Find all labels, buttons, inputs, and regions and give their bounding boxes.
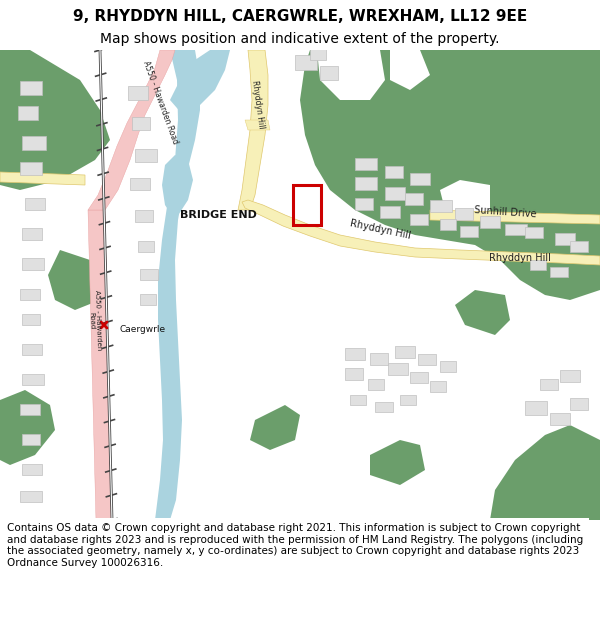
Bar: [385, 187, 405, 200]
Bar: [345, 368, 363, 380]
Bar: [20, 81, 42, 95]
Bar: [22, 344, 42, 355]
Bar: [22, 464, 42, 475]
Polygon shape: [390, 50, 430, 90]
Text: Rhyddyn Hill: Rhyddyn Hill: [349, 219, 412, 241]
Bar: [20, 162, 42, 175]
Bar: [380, 206, 400, 218]
Bar: [550, 267, 568, 277]
Polygon shape: [440, 180, 490, 220]
Polygon shape: [162, 155, 193, 220]
Bar: [375, 402, 393, 412]
Text: Contains OS data © Crown copyright and database right 2021. This information is : Contains OS data © Crown copyright and d…: [7, 523, 583, 568]
Bar: [560, 370, 580, 382]
Text: Rhyddyn Hill: Rhyddyn Hill: [489, 253, 551, 263]
Bar: [388, 363, 408, 375]
Bar: [400, 395, 416, 405]
Text: 9, RHYDDYN HILL, CAERGWRLE, WREXHAM, LL12 9EE: 9, RHYDDYN HILL, CAERGWRLE, WREXHAM, LL1…: [73, 9, 527, 24]
Bar: [370, 353, 388, 365]
Bar: [430, 200, 452, 212]
Bar: [20, 289, 40, 300]
Bar: [525, 227, 543, 238]
Bar: [293, 185, 321, 225]
Bar: [138, 241, 154, 252]
Bar: [440, 361, 456, 372]
Polygon shape: [0, 390, 55, 465]
Bar: [385, 166, 403, 178]
Bar: [355, 158, 377, 170]
Bar: [135, 149, 157, 162]
Bar: [22, 374, 44, 385]
Polygon shape: [242, 200, 600, 265]
Bar: [320, 66, 338, 80]
Bar: [20, 491, 42, 502]
Polygon shape: [48, 250, 105, 310]
Bar: [128, 86, 148, 100]
Polygon shape: [170, 50, 230, 115]
Bar: [550, 413, 570, 425]
Bar: [355, 198, 373, 210]
Polygon shape: [300, 50, 600, 300]
Bar: [22, 136, 46, 150]
Bar: [132, 117, 150, 130]
Bar: [140, 294, 156, 305]
Bar: [430, 381, 446, 392]
Polygon shape: [370, 440, 425, 485]
Polygon shape: [250, 405, 300, 450]
Bar: [22, 258, 44, 270]
Bar: [345, 348, 365, 360]
Bar: [440, 219, 456, 230]
Polygon shape: [0, 50, 110, 190]
Bar: [540, 379, 558, 390]
Text: Map shows position and indicative extent of the property.: Map shows position and indicative extent…: [100, 32, 500, 46]
Polygon shape: [318, 50, 385, 100]
Bar: [555, 233, 575, 245]
Polygon shape: [245, 120, 270, 130]
Bar: [570, 398, 588, 410]
Text: Caergwrle: Caergwrle: [120, 326, 166, 334]
Text: Rhyddyn Hill: Rhyddyn Hill: [250, 80, 266, 130]
Bar: [460, 226, 478, 237]
Bar: [525, 401, 547, 415]
Bar: [20, 404, 40, 415]
Bar: [405, 193, 423, 205]
Text: A550 - Hawarden Road: A550 - Hawarden Road: [141, 59, 179, 145]
Text: BRIDGE END: BRIDGE END: [179, 210, 256, 220]
Text: Sunhill Drive: Sunhill Drive: [473, 205, 536, 219]
Bar: [410, 372, 428, 383]
Bar: [22, 434, 40, 445]
Bar: [310, 48, 326, 60]
Bar: [140, 269, 158, 280]
Bar: [130, 178, 150, 190]
Polygon shape: [430, 210, 600, 224]
Text: A550 - Hawarden
Road: A550 - Hawarden Road: [88, 289, 103, 351]
Bar: [135, 210, 153, 222]
Polygon shape: [88, 50, 175, 210]
Bar: [22, 314, 40, 325]
Bar: [18, 106, 38, 120]
Bar: [570, 241, 588, 252]
Polygon shape: [455, 290, 510, 335]
Bar: [418, 354, 436, 365]
Polygon shape: [238, 50, 268, 210]
Bar: [505, 224, 527, 235]
Bar: [368, 379, 384, 390]
Bar: [395, 346, 415, 358]
Bar: [530, 260, 546, 270]
Bar: [410, 214, 428, 225]
Polygon shape: [155, 50, 200, 520]
Polygon shape: [88, 210, 112, 520]
Bar: [295, 55, 317, 70]
Bar: [455, 208, 473, 220]
Bar: [355, 177, 377, 190]
Bar: [480, 216, 500, 228]
Bar: [410, 173, 430, 185]
Bar: [350, 395, 366, 405]
Polygon shape: [490, 425, 600, 520]
Bar: [25, 198, 45, 210]
Bar: [22, 228, 42, 240]
Polygon shape: [0, 172, 85, 185]
